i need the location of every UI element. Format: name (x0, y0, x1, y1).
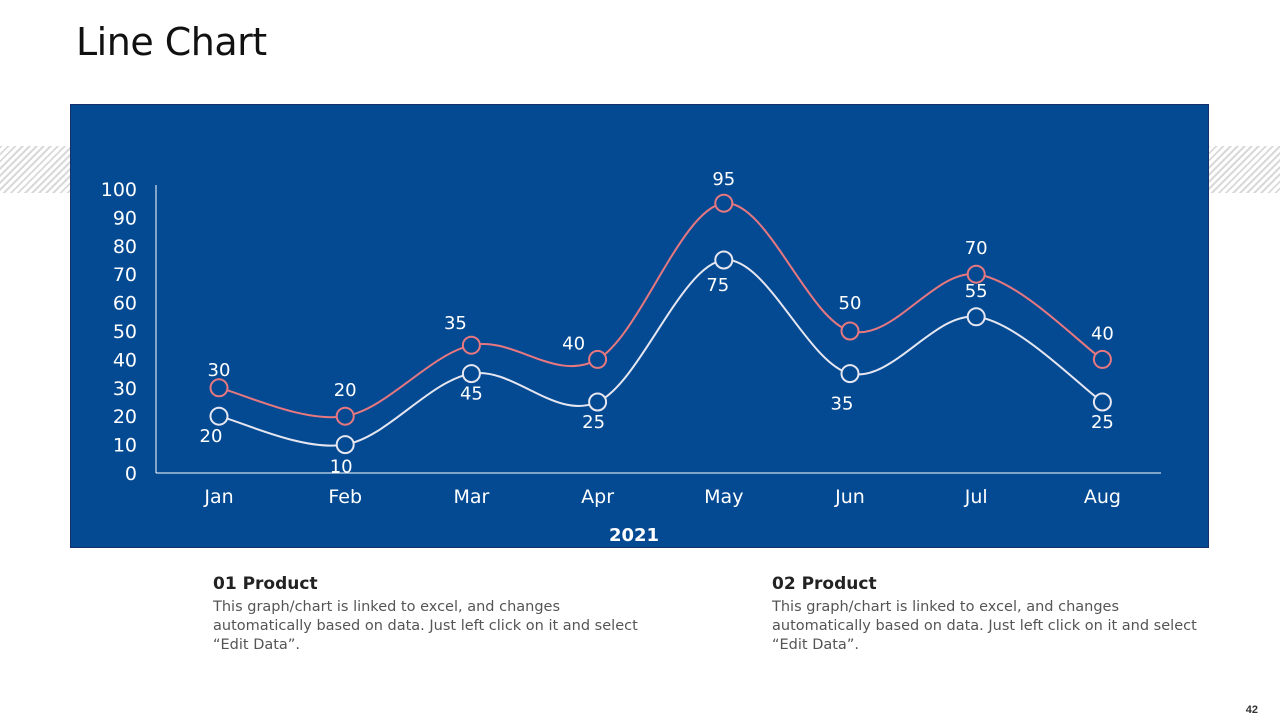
data-label-s2: 10 (330, 457, 353, 478)
data-point-s1 (461, 335, 481, 355)
data-point-s2 (1092, 392, 1112, 412)
line-chart: 0 10 20 30 40 50 60 70 80 90 100 Jan Feb Mar Apr May Jun… (71, 105, 1208, 547)
x-tick-label: Feb (328, 486, 362, 508)
x-tick-label: May (704, 486, 743, 508)
data-label-s1: 50 (839, 293, 862, 314)
data-label-s1: 35 (444, 313, 467, 334)
x-tick-label: Jan (203, 486, 233, 508)
data-label-s2: 35 (831, 394, 854, 415)
data-point-s2 (209, 406, 229, 426)
data-point-s2 (714, 250, 734, 270)
product-2-description: This graph/chart is linked to excel, and… (772, 599, 1197, 653)
data-point-s2 (588, 392, 608, 412)
y-tick-label: 10 (113, 435, 137, 457)
y-tick-label: 40 (113, 349, 137, 371)
y-tick-label: 100 (101, 179, 137, 201)
product-1-description: This graph/chart is linked to excel, and… (213, 599, 638, 653)
y-tick-label: 50 (113, 321, 137, 343)
data-label-s2: 75 (706, 275, 729, 296)
data-point-s2 (461, 364, 481, 384)
data-label-s2: 55 (965, 281, 988, 302)
decorative-stripe-left (0, 146, 72, 193)
data-point-s1 (588, 349, 608, 369)
data-point-s1 (840, 321, 860, 341)
page-number: 42 (1245, 704, 1258, 716)
data-point-s1 (1092, 349, 1112, 369)
product-2-title: 02 Product (772, 574, 877, 594)
product-1-title: 01 Product (213, 574, 318, 594)
y-tick-label: 20 (113, 406, 137, 428)
x-tick-label: Aug (1084, 486, 1121, 508)
x-tick-label: Mar (453, 486, 489, 508)
data-label-s1: 95 (712, 169, 735, 190)
data-label-s1: 40 (562, 333, 585, 354)
data-point-s1 (209, 378, 229, 398)
x-tick-label: Apr (581, 486, 614, 508)
data-point-s1 (714, 193, 734, 213)
data-point-s2 (335, 435, 355, 455)
data-label-s2: 25 (582, 412, 605, 433)
y-tick-label: 0 (125, 463, 137, 485)
x-tick-label: Jun (834, 486, 865, 508)
chart-background (71, 105, 1208, 547)
x-tick-label: Jul (964, 486, 988, 508)
data-point-s1 (966, 264, 986, 284)
y-tick-label: 30 (113, 378, 137, 400)
y-tick-label: 60 (113, 293, 137, 315)
decorative-stripe-right (1208, 146, 1280, 193)
chart-panel: 0 10 20 30 40 50 60 70 80 90 100 Jan Feb Mar Apr May Jun… (70, 104, 1209, 548)
product-2-block: 02 Product This graph/chart is linked to… (772, 574, 1212, 655)
data-label-s2: 45 (460, 384, 483, 405)
data-point-s2 (840, 364, 860, 384)
data-label-s2: 20 (200, 426, 223, 447)
x-axis-title: 2021 (609, 525, 659, 546)
data-point-s2 (966, 307, 986, 327)
data-label-s1: 40 (1091, 323, 1114, 344)
page-title: Line Chart (76, 20, 267, 64)
data-label-s1: 70 (965, 238, 988, 259)
y-tick-label: 70 (113, 264, 137, 286)
product-1-block: 01 Product This graph/chart is linked to… (213, 574, 653, 655)
data-point-s1 (335, 406, 355, 426)
data-label-s2: 25 (1091, 412, 1114, 433)
y-tick-label: 80 (113, 236, 137, 258)
data-label-s1: 30 (208, 360, 231, 381)
data-label-s1: 20 (334, 380, 357, 401)
series-line-1 (218, 202, 1103, 419)
series-line-2 (218, 258, 1103, 447)
y-tick-label: 90 (113, 207, 137, 229)
